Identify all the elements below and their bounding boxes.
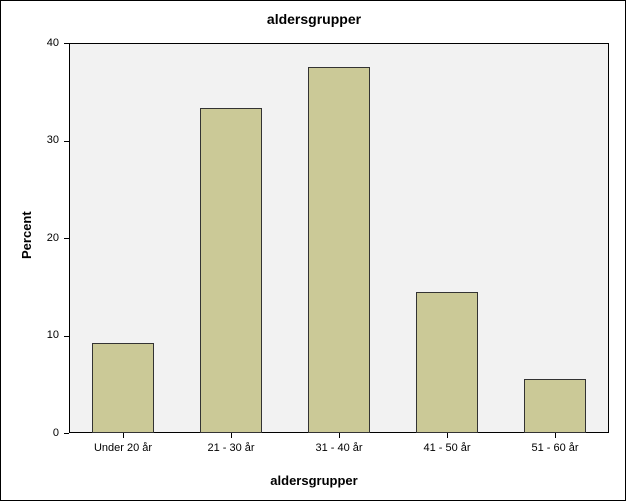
y-tick (64, 141, 69, 142)
y-tick-label: 40 (47, 37, 59, 49)
y-tick (64, 43, 69, 44)
bar (308, 67, 371, 433)
x-tick (123, 433, 124, 438)
x-tick (339, 433, 340, 438)
y-tick (64, 433, 69, 434)
x-tick-label: 31 - 40 år (285, 442, 393, 454)
chart-container: aldersgrupper Percent aldersgrupper 0 10 20 30… (0, 0, 626, 501)
y-tick-label: 0 (53, 427, 59, 439)
bar (524, 379, 587, 433)
bar (200, 108, 263, 433)
x-tick (555, 433, 556, 438)
x-tick (447, 433, 448, 438)
chart-title: aldersgrupper (1, 11, 626, 27)
x-tick-label: Under 20 år (69, 442, 177, 454)
x-tick-label: 21 - 30 år (177, 442, 285, 454)
y-tick-label: 20 (47, 232, 59, 244)
x-axis-label: aldersgrupper (1, 473, 626, 488)
x-tick (231, 433, 232, 438)
bar (416, 292, 479, 433)
y-tick (64, 238, 69, 239)
x-tick-label: 51 - 60 år (501, 442, 609, 454)
y-tick-label: 10 (47, 329, 59, 341)
y-tick-label: 30 (47, 134, 59, 146)
y-axis-label: Percent (19, 211, 34, 259)
y-tick (64, 336, 69, 337)
bar (92, 343, 155, 433)
x-tick-label: 41 - 50 år (393, 442, 501, 454)
